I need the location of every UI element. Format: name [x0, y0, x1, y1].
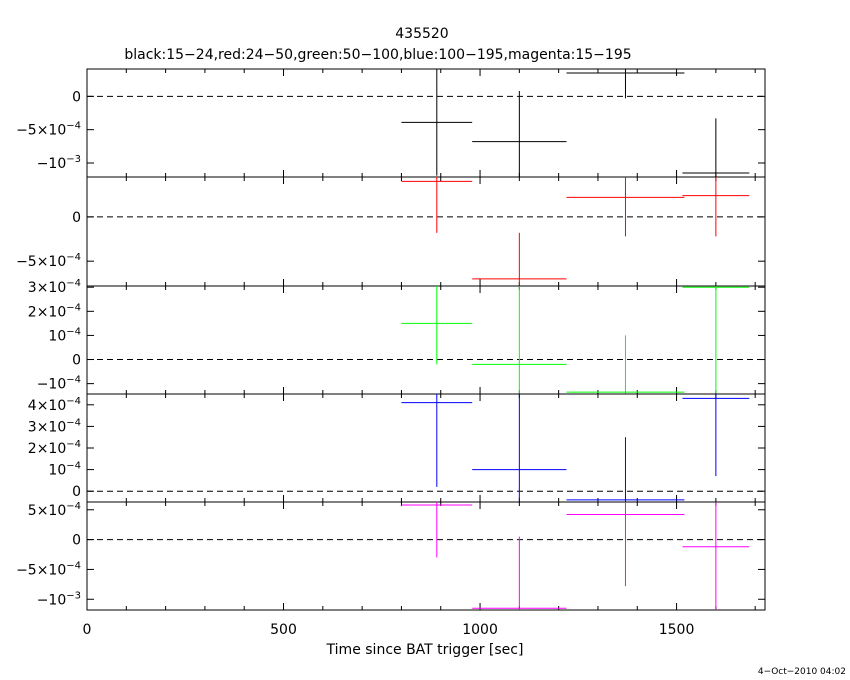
data-point: [682, 286, 750, 394]
y-tick-label: −5×10−4: [16, 252, 81, 270]
y-tick-label: −10−3: [37, 154, 81, 172]
chart-subtitle: black:15−24,red:24−50,green:50−100,blue:…: [124, 47, 631, 63]
chart-title: 435520: [395, 26, 448, 42]
y-tick-label: −5×10−4: [16, 121, 81, 139]
data-point: [401, 69, 473, 176]
panels-group: 0 −5×10−4 −10−3 0 −5×10−4 3×10−4 2×10−4 10−4 0 −1…: [16, 68, 766, 611]
panel-4: 5×10−4 0 −5×10−4 −10−3: [16, 501, 766, 611]
data-point: [472, 536, 567, 610]
data-point: [682, 502, 750, 610]
data-point: [682, 177, 750, 237]
y-tick-label: 0: [72, 353, 81, 369]
data-point: [472, 232, 567, 286]
y-tick-label: 2×10−4: [28, 302, 81, 320]
y-tick-label: 0: [72, 210, 81, 226]
data-point: [401, 286, 473, 365]
y-tick-label: 0: [72, 533, 81, 549]
x-tick-label: 1500: [659, 622, 695, 638]
x-tick-label: 1000: [462, 622, 498, 638]
data-point: [401, 394, 473, 487]
timestamp: 4−Oct−2010 04:02: [758, 667, 846, 677]
data-point: [401, 502, 473, 558]
y-tick-label: 4×10−4: [28, 396, 81, 414]
panel-3: 4×10−4 3×10−4 2×10−4 10−4 0: [28, 393, 766, 503]
data-point: [682, 118, 750, 177]
y-tick-label: 3×10−4: [28, 278, 81, 296]
y-tick-label: 10−4: [48, 326, 81, 344]
data-point: [472, 286, 567, 394]
y-tick-label: −10−4: [37, 375, 81, 393]
panel-frame: [86, 68, 766, 178]
y-tick-label: 0: [72, 484, 81, 500]
panel-2: 3×10−4 2×10−4 10−4 0 −10−4: [28, 278, 766, 395]
panel-0: 0 −5×10−4 −10−3: [16, 68, 766, 178]
data-point: [566, 437, 685, 502]
data-point: [401, 177, 473, 233]
panel-frame: [86, 285, 766, 395]
data-point: [566, 69, 685, 99]
y-tick-label: −10−3: [37, 590, 81, 608]
y-tick-label: −5×10−4: [16, 560, 81, 578]
data-point: [472, 394, 567, 502]
data-point: [566, 335, 685, 394]
panel-1: 0 −5×10−4: [16, 176, 766, 287]
y-tick-label: 10−4: [48, 461, 81, 479]
y-tick-label: 3×10−4: [28, 417, 81, 435]
y-tick-label: 5×10−4: [28, 501, 81, 519]
data-point: [472, 91, 567, 177]
x-tick-label: 500: [270, 622, 297, 638]
data-point: [566, 177, 685, 237]
x-axis-label: Time since BAT trigger [sec]: [326, 642, 524, 658]
x-axis: 0 500 1000 1500: [83, 622, 695, 638]
data-point: [682, 394, 750, 477]
y-tick-label: 0: [72, 89, 81, 105]
y-tick-label: 2×10−4: [28, 439, 81, 457]
data-point: [566, 502, 685, 587]
x-tick-label: 0: [83, 622, 92, 638]
panel-frame: [86, 501, 766, 611]
panel-frame: [86, 393, 766, 503]
panel-frame: [86, 176, 766, 287]
